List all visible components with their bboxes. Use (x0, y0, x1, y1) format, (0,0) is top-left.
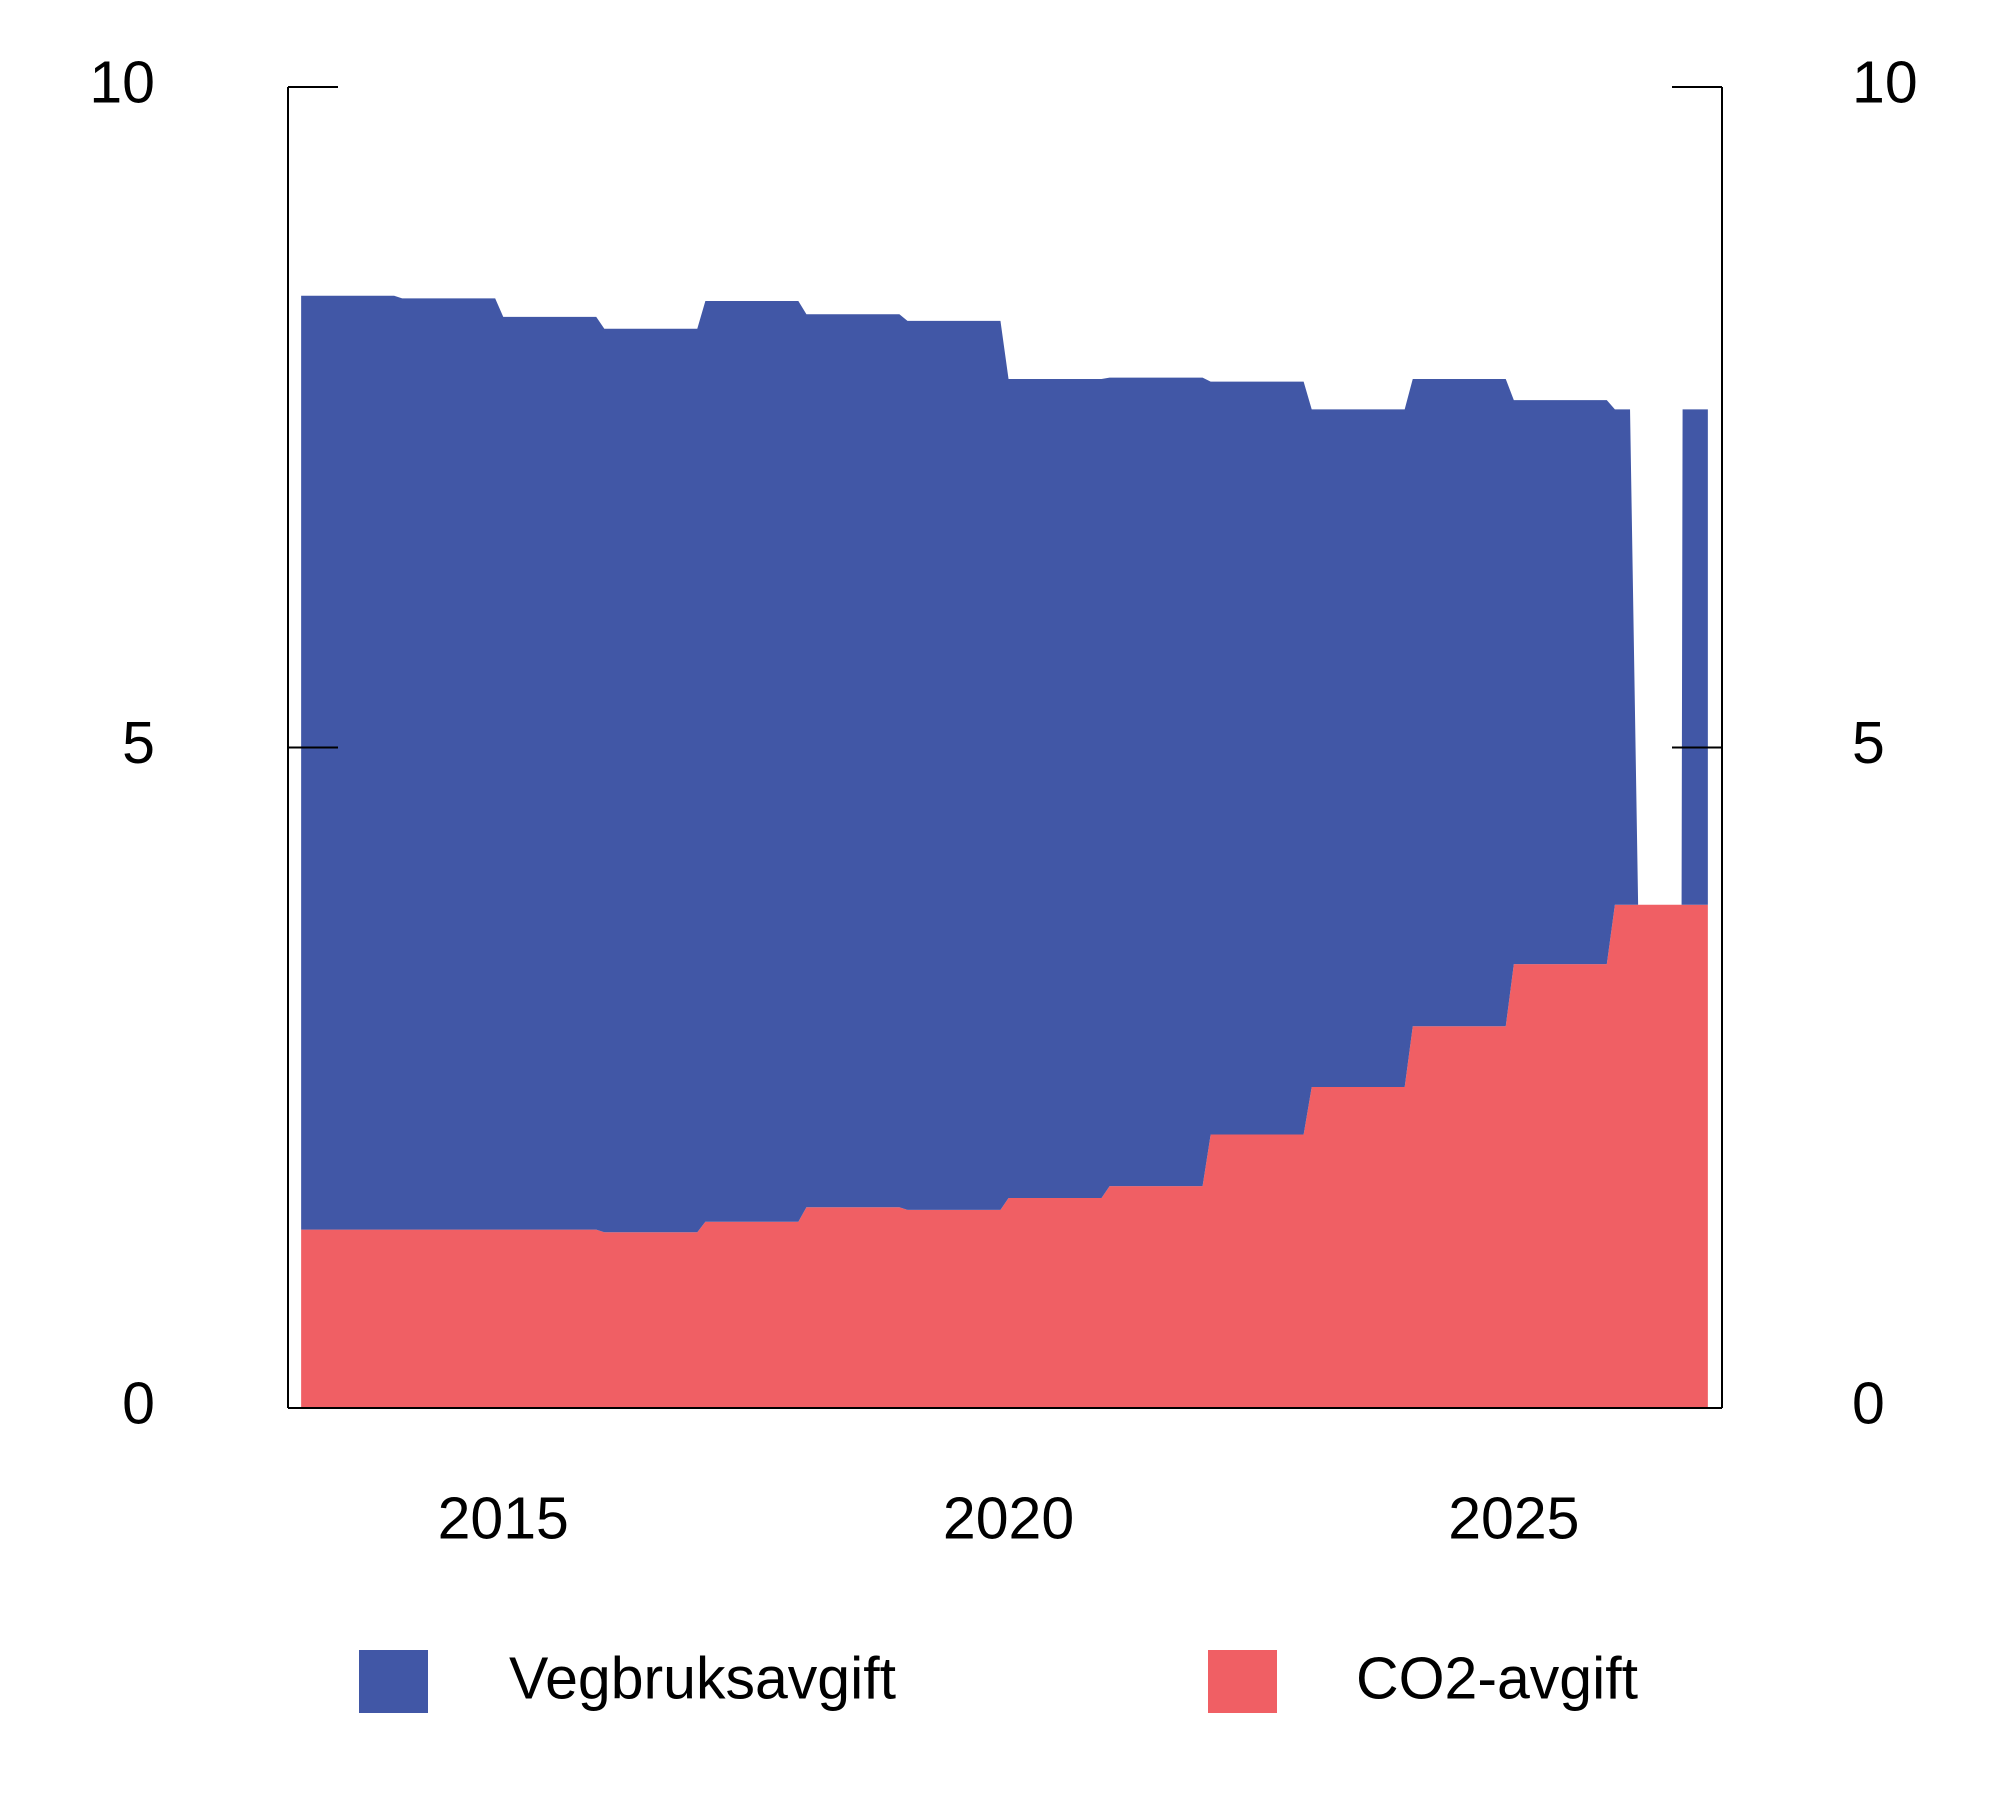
y2-tick-label: 10 (1852, 50, 1918, 116)
x-tick-label: 2025 (1448, 1486, 1579, 1552)
legend-swatch (359, 1650, 428, 1713)
y2-tick-label: 5 (1852, 710, 1885, 776)
area (301, 904, 1708, 1408)
y-tick-label: 5 (122, 710, 155, 776)
legend-label: Vegbruksavgift (509, 1646, 896, 1712)
y-tick-label: 10 (89, 50, 155, 116)
legend-label: CO2-avgift (1356, 1646, 1638, 1712)
y2-tick-label: 0 (1852, 1371, 1885, 1437)
area (301, 295, 1708, 1233)
x-tick-label: 2020 (943, 1486, 1074, 1552)
x-tick-label: 2015 (438, 1486, 569, 1552)
y-tick-label: 0 (122, 1371, 155, 1437)
legend-swatch (1208, 1650, 1277, 1713)
